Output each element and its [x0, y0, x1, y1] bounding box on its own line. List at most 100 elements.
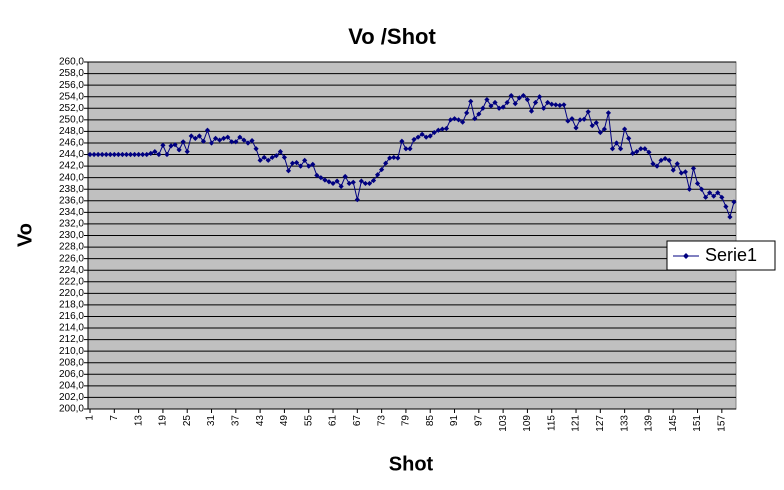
marker	[354, 197, 360, 203]
marker	[192, 135, 198, 141]
marker	[476, 111, 482, 117]
marker	[464, 110, 470, 116]
x-tick-label: 61	[328, 415, 339, 427]
y-tick-label: 224,0	[59, 265, 84, 276]
x-tick-label: 97	[473, 415, 484, 427]
marker	[217, 137, 223, 143]
marker	[289, 160, 296, 166]
chart-title: Vo /Shot	[348, 24, 436, 49]
marker	[719, 194, 725, 200]
marker	[528, 108, 535, 114]
x-tick-label: 7	[109, 415, 120, 421]
marker	[468, 98, 474, 104]
y-tick-label: 200,0	[59, 404, 84, 415]
x-tick-label: 79	[401, 415, 412, 427]
marker	[634, 149, 640, 155]
y-tick-label: 260,0	[59, 57, 84, 68]
marker	[431, 129, 437, 136]
marker	[91, 151, 97, 158]
y-tick-label: 222,0	[59, 276, 84, 287]
marker	[585, 109, 591, 115]
marker	[419, 131, 425, 137]
y-tick-label: 254,0	[59, 91, 84, 102]
marker	[703, 194, 709, 200]
y-tick-label: 218,0	[59, 300, 84, 311]
marker	[314, 172, 320, 178]
marker	[370, 177, 377, 184]
marker	[366, 180, 373, 187]
marker	[229, 139, 235, 145]
marker	[144, 151, 150, 158]
marker	[103, 151, 109, 158]
x-tick-label: 145	[668, 415, 679, 432]
marker	[472, 116, 478, 122]
marker	[488, 103, 494, 109]
marker	[630, 150, 636, 156]
marker	[670, 167, 676, 173]
marker	[451, 116, 458, 122]
marker	[492, 99, 498, 106]
marker	[115, 151, 121, 158]
marker	[694, 180, 701, 187]
y-tick-label: 242,0	[59, 161, 84, 172]
marker	[140, 151, 146, 158]
x-tick-label: 91	[449, 415, 460, 427]
marker	[455, 117, 462, 123]
marker	[690, 165, 697, 172]
y-tick-label: 234,0	[59, 207, 84, 218]
x-tick-label: 13	[133, 415, 144, 427]
marker	[334, 178, 340, 184]
y-tick-label: 252,0	[59, 103, 84, 114]
marker	[407, 146, 413, 152]
marker	[119, 151, 126, 158]
y-tick-label: 226,0	[59, 253, 84, 264]
y-tick-label: 258,0	[59, 68, 84, 79]
marker	[136, 151, 142, 158]
marker	[326, 179, 332, 185]
marker	[172, 142, 178, 148]
marker	[658, 157, 664, 163]
marker	[152, 149, 158, 155]
x-tick-label: 25	[182, 415, 193, 427]
marker	[225, 134, 231, 140]
marker	[221, 135, 227, 141]
marker	[674, 161, 680, 167]
y-tick-label: 206,0	[59, 369, 84, 380]
marker	[593, 120, 599, 126]
marker	[646, 149, 652, 155]
marker	[597, 129, 603, 136]
marker	[253, 146, 259, 152]
marker	[500, 104, 506, 110]
marker	[200, 138, 207, 144]
marker	[423, 134, 429, 140]
y-tick-label: 216,0	[59, 311, 84, 322]
marker	[707, 190, 713, 196]
marker	[176, 147, 182, 153]
marker	[682, 169, 688, 175]
marker	[87, 151, 93, 158]
marker	[273, 153, 279, 159]
x-tick-label: 73	[376, 415, 387, 427]
marker	[374, 172, 381, 178]
marker	[342, 173, 348, 180]
y-tick-label: 228,0	[59, 242, 84, 253]
marker	[541, 105, 547, 111]
x-tick-label: 133	[619, 415, 630, 432]
marker	[613, 140, 620, 146]
x-tick-label: 37	[230, 415, 241, 427]
series-line	[90, 94, 735, 219]
x-tick-label: 49	[279, 415, 290, 427]
marker	[257, 157, 263, 163]
marker	[484, 96, 490, 103]
marker	[549, 101, 555, 107]
x-tick-label: 55	[303, 415, 314, 427]
marker	[650, 161, 656, 167]
marker	[553, 102, 559, 108]
y-tick-label: 220,0	[59, 288, 84, 299]
marker	[298, 163, 304, 169]
legend-marker	[683, 253, 689, 259]
y-tick-label: 236,0	[59, 195, 84, 206]
marker	[391, 154, 397, 161]
